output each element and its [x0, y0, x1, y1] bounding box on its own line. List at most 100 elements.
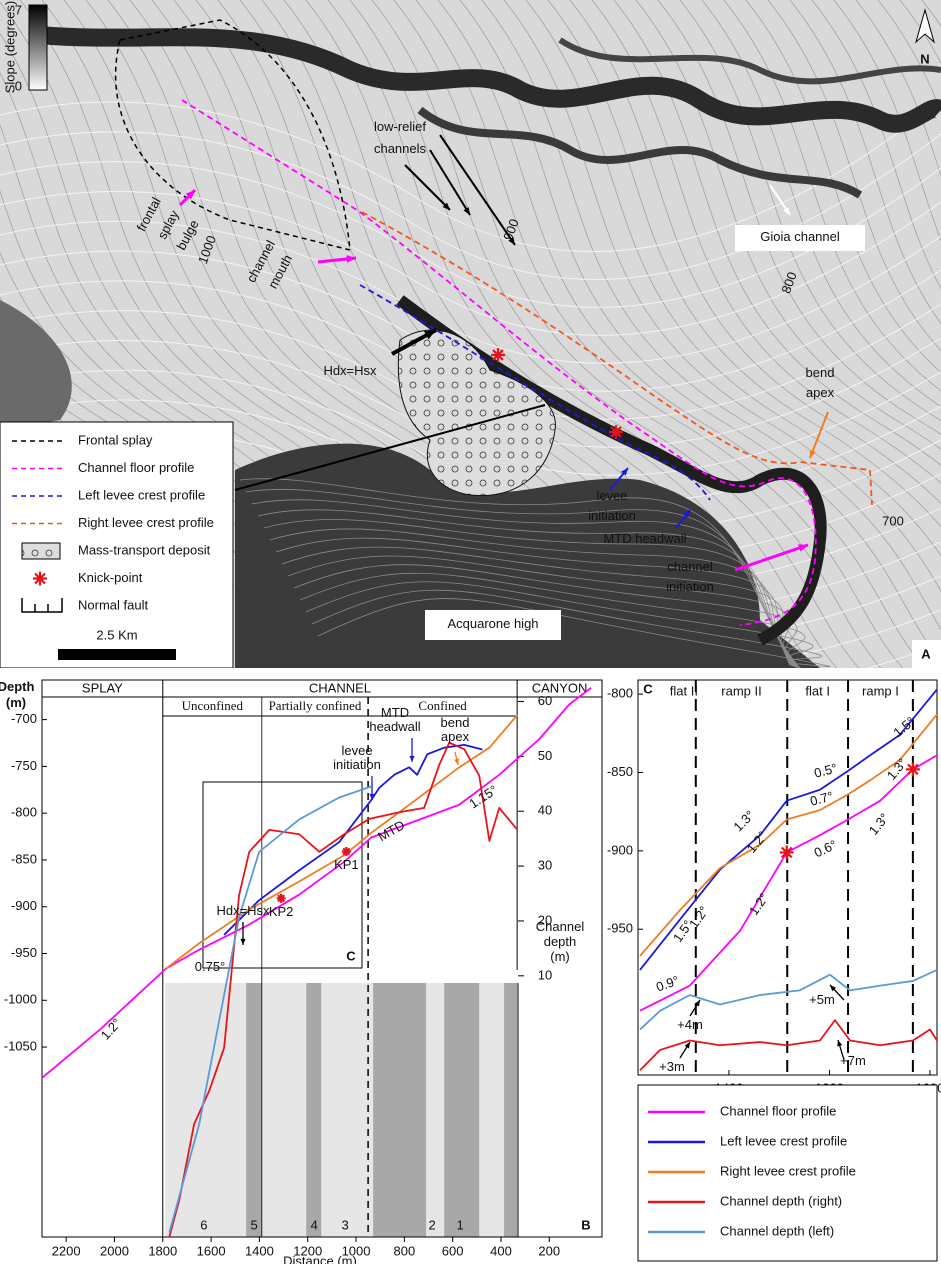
section-label: CANYON: [532, 680, 588, 695]
contour: [591, 0, 941, 484]
annotation-line: MTD: [381, 705, 409, 720]
arrow-head: [783, 207, 790, 215]
annotation-line: bend: [441, 715, 470, 730]
normal-fault: [234, 404, 546, 491]
annotation-line: 0.75°: [195, 959, 226, 974]
panel-label: A: [921, 646, 931, 661]
channel-band: [417, 106, 863, 199]
panel-label-bg: [912, 640, 941, 668]
map-label-line: initiation: [588, 508, 636, 523]
x-tick-label: 200: [538, 1243, 560, 1258]
y-tick-label: -1050: [4, 1039, 37, 1054]
scale-bar: [58, 649, 176, 660]
relief-contour: [245, 489, 801, 668]
map-legend-label: Frontal splay: [78, 432, 153, 447]
contour-label: 800: [778, 270, 800, 296]
channel-band: [39, 26, 941, 133]
arrow-head: [694, 1000, 700, 1007]
arrow-shaft: [809, 411, 829, 459]
map-legend-label: Channel floor profile: [78, 460, 194, 475]
relief-contour: [305, 581, 814, 668]
zone-label: 2: [428, 1217, 435, 1232]
y-tick-label: -800: [11, 805, 37, 820]
dark-band: [306, 983, 322, 1237]
relief-contour: [317, 598, 831, 668]
y-tick-label: -850: [607, 764, 633, 779]
panel-label-bg: [572, 1214, 600, 1236]
annotation-line: 0.7°: [809, 789, 835, 810]
map-label-line: Gioia channel: [760, 229, 840, 244]
y2-axis-title-line: Channel: [536, 919, 585, 934]
x-tick-label: 1400: [245, 1243, 274, 1258]
relief-contour: [269, 528, 801, 668]
annotation-line: levee: [341, 743, 372, 758]
dark-band: [373, 983, 427, 1237]
y2-tick-label: 50: [538, 748, 552, 763]
segment-label: flat II: [670, 683, 698, 698]
annotation: 0.6°: [812, 837, 839, 860]
map-label-line: low-relief: [374, 119, 426, 134]
annotation: 0.75°: [195, 959, 226, 974]
legend-symbol: [21, 542, 61, 560]
left-levee-profile: [359, 284, 711, 501]
contour: [789, 0, 941, 325]
relief-contour: [257, 509, 801, 668]
y-axis-title-line: (m): [6, 695, 26, 710]
contour: [855, 0, 941, 177]
annotation-line: +7m: [840, 1053, 866, 1068]
annotation: MTD: [376, 818, 408, 845]
map-label: bend apex: [806, 365, 835, 400]
line-series: [639, 754, 938, 1012]
channel-band: [558, 37, 941, 85]
frontal-splay-outline: [114, 19, 351, 251]
x-tick-label: 1800: [148, 1243, 177, 1258]
arrow-head: [442, 202, 450, 210]
arrow-head: [798, 544, 808, 552]
map-label-line: MTD headwall: [603, 531, 686, 546]
map-legend-label: Normal fault: [78, 597, 148, 612]
y-axis-title-line: Depth: [0, 679, 34, 694]
x-tick-label: 800: [393, 1243, 415, 1258]
y2-tick-label: 30: [538, 858, 552, 873]
annotation-line: MTD: [376, 818, 408, 845]
map-label-line: levee: [596, 488, 627, 503]
y2-tick-label: 20: [538, 912, 552, 927]
gioia-label-bg: [735, 225, 865, 251]
legend-label: Channel depth (left): [720, 1223, 834, 1238]
y-tick-label: -950: [11, 945, 37, 960]
annotation-line: 1.3°: [731, 808, 758, 835]
subsection-label: Partially confined: [269, 698, 362, 713]
arrow-head: [508, 237, 515, 245]
knick-point: [609, 425, 623, 439]
north-label: N: [920, 51, 929, 66]
contour: [723, 0, 941, 392]
y2-axis-title-line: depth: [544, 934, 577, 949]
legend-label: Channel depth (right): [720, 1193, 842, 1208]
y-tick-label: -900: [11, 898, 37, 913]
line-series: [168, 785, 372, 1233]
relief-contour: [287, 555, 801, 668]
segment-label: ramp II: [721, 683, 761, 698]
map-label-line: Acquarone high: [447, 616, 538, 631]
arrow-head: [837, 1040, 843, 1047]
zone-label: 3: [342, 1217, 349, 1232]
knick-point-label: KP1: [334, 857, 359, 872]
channel-floor-profile: [181, 99, 817, 626]
annotation: 0.9°: [654, 973, 681, 995]
arrow-head: [424, 330, 436, 340]
zoom-box: [202, 781, 363, 969]
contour: [767, 0, 941, 351]
legend-symbol: [21, 598, 63, 613]
colorbar-tick: 0: [15, 78, 22, 93]
annotation: +5m: [809, 992, 835, 1007]
knick-point: [491, 348, 505, 362]
x-tick-label: 1000: [342, 1243, 371, 1258]
map-label-line: bend: [806, 365, 835, 380]
map-label-line: initiation: [666, 579, 714, 594]
map-label: Acquarone high: [447, 616, 538, 631]
arrow-head: [683, 510, 690, 518]
colorbar-title: Slope (degrees): [2, 1, 17, 94]
arrow-shaft: [404, 164, 451, 211]
y2-tick-label: 10: [538, 967, 552, 982]
